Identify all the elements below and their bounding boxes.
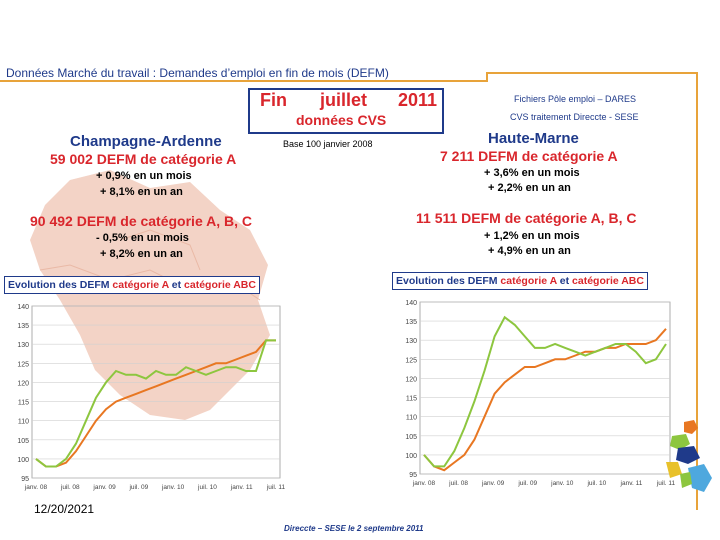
y-tick-label: 140 <box>17 304 29 311</box>
haute-marne-defm-abc-month: + 1,2% en un mois <box>484 230 580 242</box>
haute-marne-defm-a: 7 211 DEFM de catégorie A <box>440 148 618 164</box>
y-tick-label: 125 <box>17 361 29 368</box>
source-line-2: CVS traitement Direccte - SESE <box>510 112 639 122</box>
department-border <box>119 229 201 271</box>
evolution-label-left: Evolution des DEFM catégorie A et catégo… <box>4 276 260 294</box>
x-tick-label: juil. 11 <box>266 484 286 491</box>
y-tick-label: 125 <box>405 357 417 364</box>
logo-piece-blue <box>676 446 700 464</box>
series-line <box>423 315 667 468</box>
x-tick-label: juil. 09 <box>128 484 148 491</box>
x-tick-label: janv. 09 <box>481 480 505 487</box>
logo-piece-yellow <box>666 462 682 478</box>
footer-date: 12/20/2021 <box>34 502 95 516</box>
y-tick-label: 120 <box>405 376 417 383</box>
x-tick-label: janv. 08 <box>24 484 48 491</box>
x-tick-label: janv. 11 <box>620 480 643 487</box>
evolution-cat-a: catégorie A <box>500 275 557 287</box>
y-tick-label: 120 <box>17 380 29 387</box>
evolution-cat-a: catégorie A <box>112 279 169 291</box>
y-tick-label: 95 <box>21 476 29 483</box>
date-year: 2011 <box>398 90 438 110</box>
chart-champagne: 95 100 105 110 115 120 125 130 135 140 janv. 08 jui… <box>17 304 286 491</box>
y-tick-label: 135 <box>405 319 417 326</box>
x-tick-label: janv. 11 <box>230 484 253 491</box>
evolution-cat-abc: catégorie ABC <box>184 279 256 291</box>
logo-piece-orange <box>684 420 698 434</box>
evolution-mid: et <box>556 275 573 287</box>
x-tick-label: juil. 08 <box>448 480 468 487</box>
y-tick-label: 100 <box>405 453 417 460</box>
base-label: Base 100 janvier 2008 <box>283 139 373 149</box>
champagne-defm-abc-year: + 8,2% en un an <box>100 248 183 260</box>
champagne-defm-a-month: + 0,9% en un mois <box>96 170 192 182</box>
evolution-mid: et <box>168 279 185 291</box>
y-tick-label: 105 <box>405 434 417 441</box>
logo-piece-green2 <box>680 472 692 488</box>
header-divider <box>0 80 486 82</box>
footer-note: Direccte – SESE le 2 septembre 2011 <box>284 524 424 533</box>
header-divider-top <box>486 72 698 74</box>
series-line <box>423 328 667 472</box>
x-tick-label: janv. 08 <box>412 480 436 487</box>
evolution-prefix: Evolution des DEFM <box>396 275 501 287</box>
x-tick-label: juil. 08 <box>60 484 80 491</box>
champagne-defm-abc: 90 492 DEFM de catégorie A, B, C <box>30 213 252 229</box>
chart-haute-marne: 95 100 105 110 115 120 125 130 135 140 janv. 08 jui… <box>405 300 676 487</box>
right-border-line <box>696 72 698 510</box>
logo-piece-lightblue <box>688 464 712 492</box>
x-tick-label: janv. 10 <box>550 480 574 487</box>
date-fin: Fin <box>260 90 287 110</box>
series-line <box>35 339 276 468</box>
champagne-defm-abc-month: - 0,5% en un mois <box>96 232 189 244</box>
evolution-label-right: Evolution des DEFM catégorie A et catégo… <box>392 272 648 290</box>
evolution-cat-abc: catégorie ABC <box>572 275 644 287</box>
region-title-haute-marne: Haute-Marne <box>488 130 579 147</box>
region-logo-icon <box>666 420 712 492</box>
y-tick-label: 135 <box>17 323 29 330</box>
source-line-1: Fichiers Pôle emploi – DARES <box>514 94 637 104</box>
haute-marne-defm-a-month: + 3,6% en un mois <box>484 167 580 179</box>
champagne-defm-a: 59 002 DEFM de catégorie A <box>50 151 237 167</box>
haute-marne-defm-abc: 11 511 DEFM de catégorie A, B, C <box>416 210 637 226</box>
y-tick-label: 100 <box>17 457 29 464</box>
haute-marne-defm-abc-year: + 4,9% en un an <box>488 245 571 257</box>
y-tick-label: 105 <box>17 438 29 445</box>
haute-marne-defm-a-year: + 2,2% en un an <box>488 182 571 194</box>
y-tick-label: 115 <box>18 400 29 407</box>
y-tick-label: 95 <box>409 472 417 479</box>
date-box <box>248 88 444 134</box>
logo-piece-green <box>670 434 690 450</box>
evolution-prefix: Evolution des DEFM <box>8 279 113 291</box>
region-map-fill <box>30 170 270 420</box>
x-tick-label: janv. 10 <box>161 484 185 491</box>
y-tick-label: 110 <box>18 419 29 426</box>
region-title-champagne: Champagne-Ardenne <box>70 133 222 150</box>
plot-area <box>419 301 671 475</box>
y-tick-label: 110 <box>406 415 417 422</box>
series-line <box>35 339 276 468</box>
x-tick-label: juil. 10 <box>197 484 217 491</box>
x-tick-label: janv. 09 <box>92 484 116 491</box>
y-tick-label: 140 <box>405 300 417 307</box>
page-title: Données Marché du travail : Demandes d’e… <box>6 66 389 80</box>
x-tick-label: juil. 09 <box>517 480 537 487</box>
header-divider-joint <box>486 72 488 82</box>
y-tick-label: 130 <box>405 338 417 345</box>
champagne-defm-a-year: + 8,1% en un an <box>100 186 183 198</box>
date-cvs-label: données CVS <box>296 112 387 128</box>
x-tick-label: juil. 11 <box>656 480 676 487</box>
y-tick-label: 130 <box>17 342 29 349</box>
date-month: juillet <box>320 90 368 110</box>
x-tick-label: juil. 10 <box>586 480 606 487</box>
y-tick-label: 115 <box>406 396 417 403</box>
